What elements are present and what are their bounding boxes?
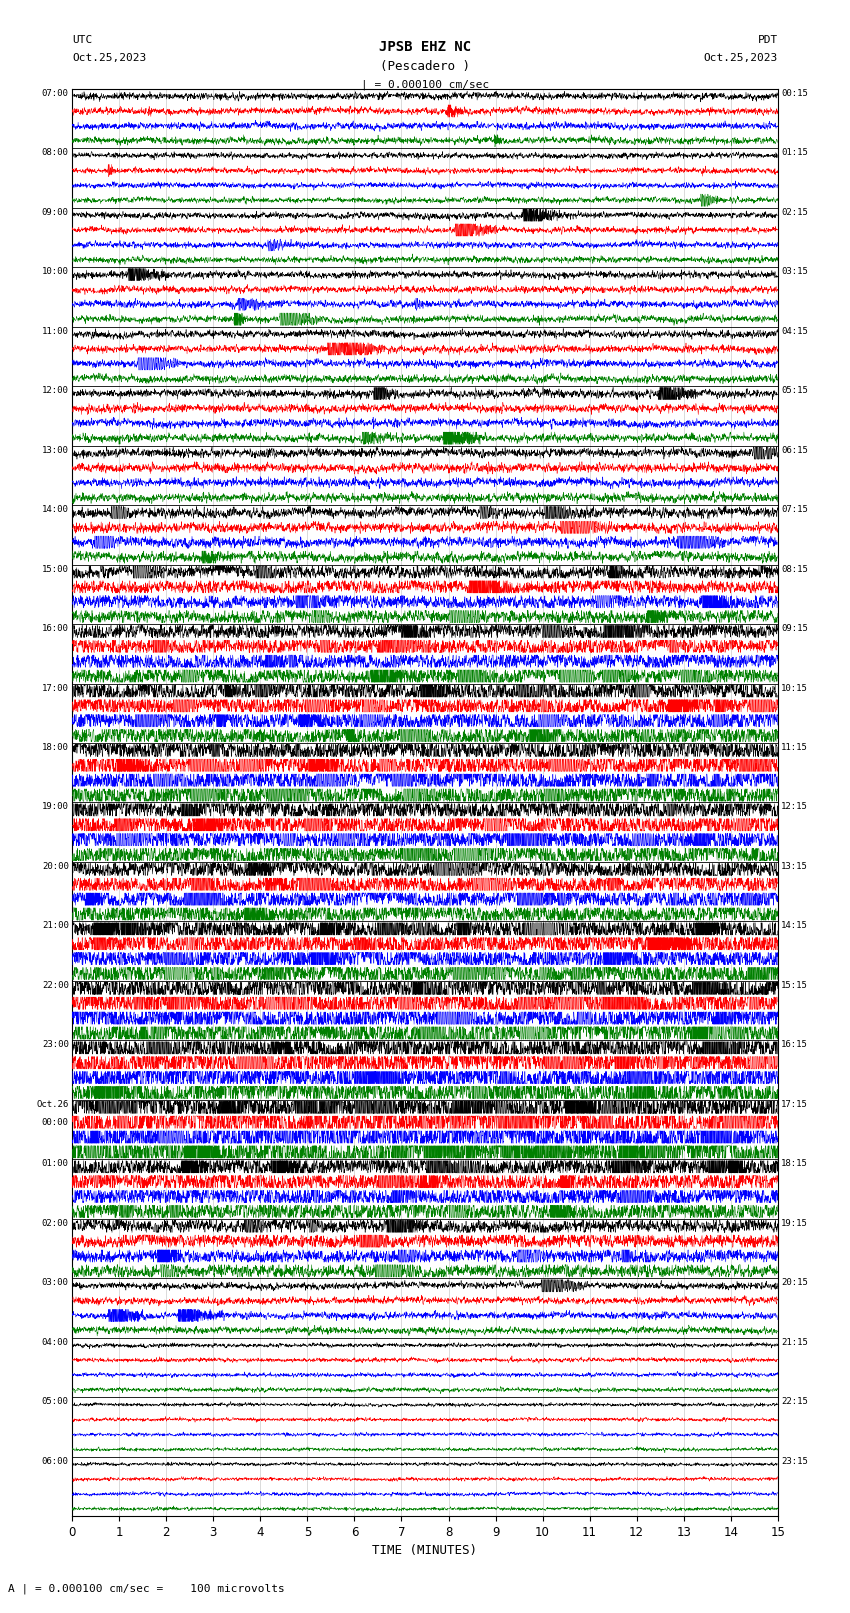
Text: 19:15: 19:15 — [781, 1219, 808, 1227]
Text: 17:15: 17:15 — [781, 1100, 808, 1108]
Text: | = 0.000100 cm/sec: | = 0.000100 cm/sec — [361, 79, 489, 90]
Text: (Pescadero ): (Pescadero ) — [380, 60, 470, 73]
Text: 22:15: 22:15 — [781, 1397, 808, 1407]
Text: 21:15: 21:15 — [781, 1337, 808, 1347]
Text: 02:00: 02:00 — [42, 1219, 69, 1227]
Text: 08:00: 08:00 — [42, 148, 69, 156]
Text: 11:15: 11:15 — [781, 744, 808, 752]
Text: 09:00: 09:00 — [42, 208, 69, 216]
Text: 07:15: 07:15 — [781, 505, 808, 515]
Text: 07:00: 07:00 — [42, 89, 69, 98]
Text: 13:00: 13:00 — [42, 445, 69, 455]
Text: 15:00: 15:00 — [42, 565, 69, 574]
Text: 17:00: 17:00 — [42, 684, 69, 692]
Text: 23:15: 23:15 — [781, 1457, 808, 1466]
Text: 18:00: 18:00 — [42, 744, 69, 752]
Text: 00:15: 00:15 — [781, 89, 808, 98]
Text: 09:15: 09:15 — [781, 624, 808, 632]
Text: 22:00: 22:00 — [42, 981, 69, 990]
Text: 03:15: 03:15 — [781, 268, 808, 276]
Text: Oct.25,2023: Oct.25,2023 — [72, 53, 146, 63]
Text: 23:00: 23:00 — [42, 1040, 69, 1050]
Text: 04:00: 04:00 — [42, 1337, 69, 1347]
Text: 13:15: 13:15 — [781, 861, 808, 871]
Text: 18:15: 18:15 — [781, 1160, 808, 1168]
Text: 19:00: 19:00 — [42, 803, 69, 811]
Text: 05:15: 05:15 — [781, 386, 808, 395]
Text: 12:15: 12:15 — [781, 803, 808, 811]
Text: 06:15: 06:15 — [781, 445, 808, 455]
Text: 15:15: 15:15 — [781, 981, 808, 990]
Text: 01:00: 01:00 — [42, 1160, 69, 1168]
Text: 03:00: 03:00 — [42, 1277, 69, 1287]
Text: A | = 0.000100 cm/sec =    100 microvolts: A | = 0.000100 cm/sec = 100 microvolts — [8, 1582, 286, 1594]
Text: UTC: UTC — [72, 35, 93, 45]
Text: 20:00: 20:00 — [42, 861, 69, 871]
Text: PDT: PDT — [757, 35, 778, 45]
Text: 08:15: 08:15 — [781, 565, 808, 574]
Text: 02:15: 02:15 — [781, 208, 808, 216]
Text: Oct.26: Oct.26 — [37, 1100, 69, 1108]
Text: JPSB EHZ NC: JPSB EHZ NC — [379, 40, 471, 55]
Text: 21:00: 21:00 — [42, 921, 69, 931]
Text: 00:00: 00:00 — [42, 1118, 69, 1127]
X-axis label: TIME (MINUTES): TIME (MINUTES) — [372, 1545, 478, 1558]
Text: 10:00: 10:00 — [42, 268, 69, 276]
Text: 01:15: 01:15 — [781, 148, 808, 156]
Text: 14:15: 14:15 — [781, 921, 808, 931]
Text: 05:00: 05:00 — [42, 1397, 69, 1407]
Text: 16:00: 16:00 — [42, 624, 69, 632]
Text: 04:15: 04:15 — [781, 326, 808, 336]
Text: 14:00: 14:00 — [42, 505, 69, 515]
Text: 12:00: 12:00 — [42, 386, 69, 395]
Text: 20:15: 20:15 — [781, 1277, 808, 1287]
Text: 06:00: 06:00 — [42, 1457, 69, 1466]
Text: 11:00: 11:00 — [42, 326, 69, 336]
Text: Oct.25,2023: Oct.25,2023 — [704, 53, 778, 63]
Text: 10:15: 10:15 — [781, 684, 808, 692]
Text: 16:15: 16:15 — [781, 1040, 808, 1050]
